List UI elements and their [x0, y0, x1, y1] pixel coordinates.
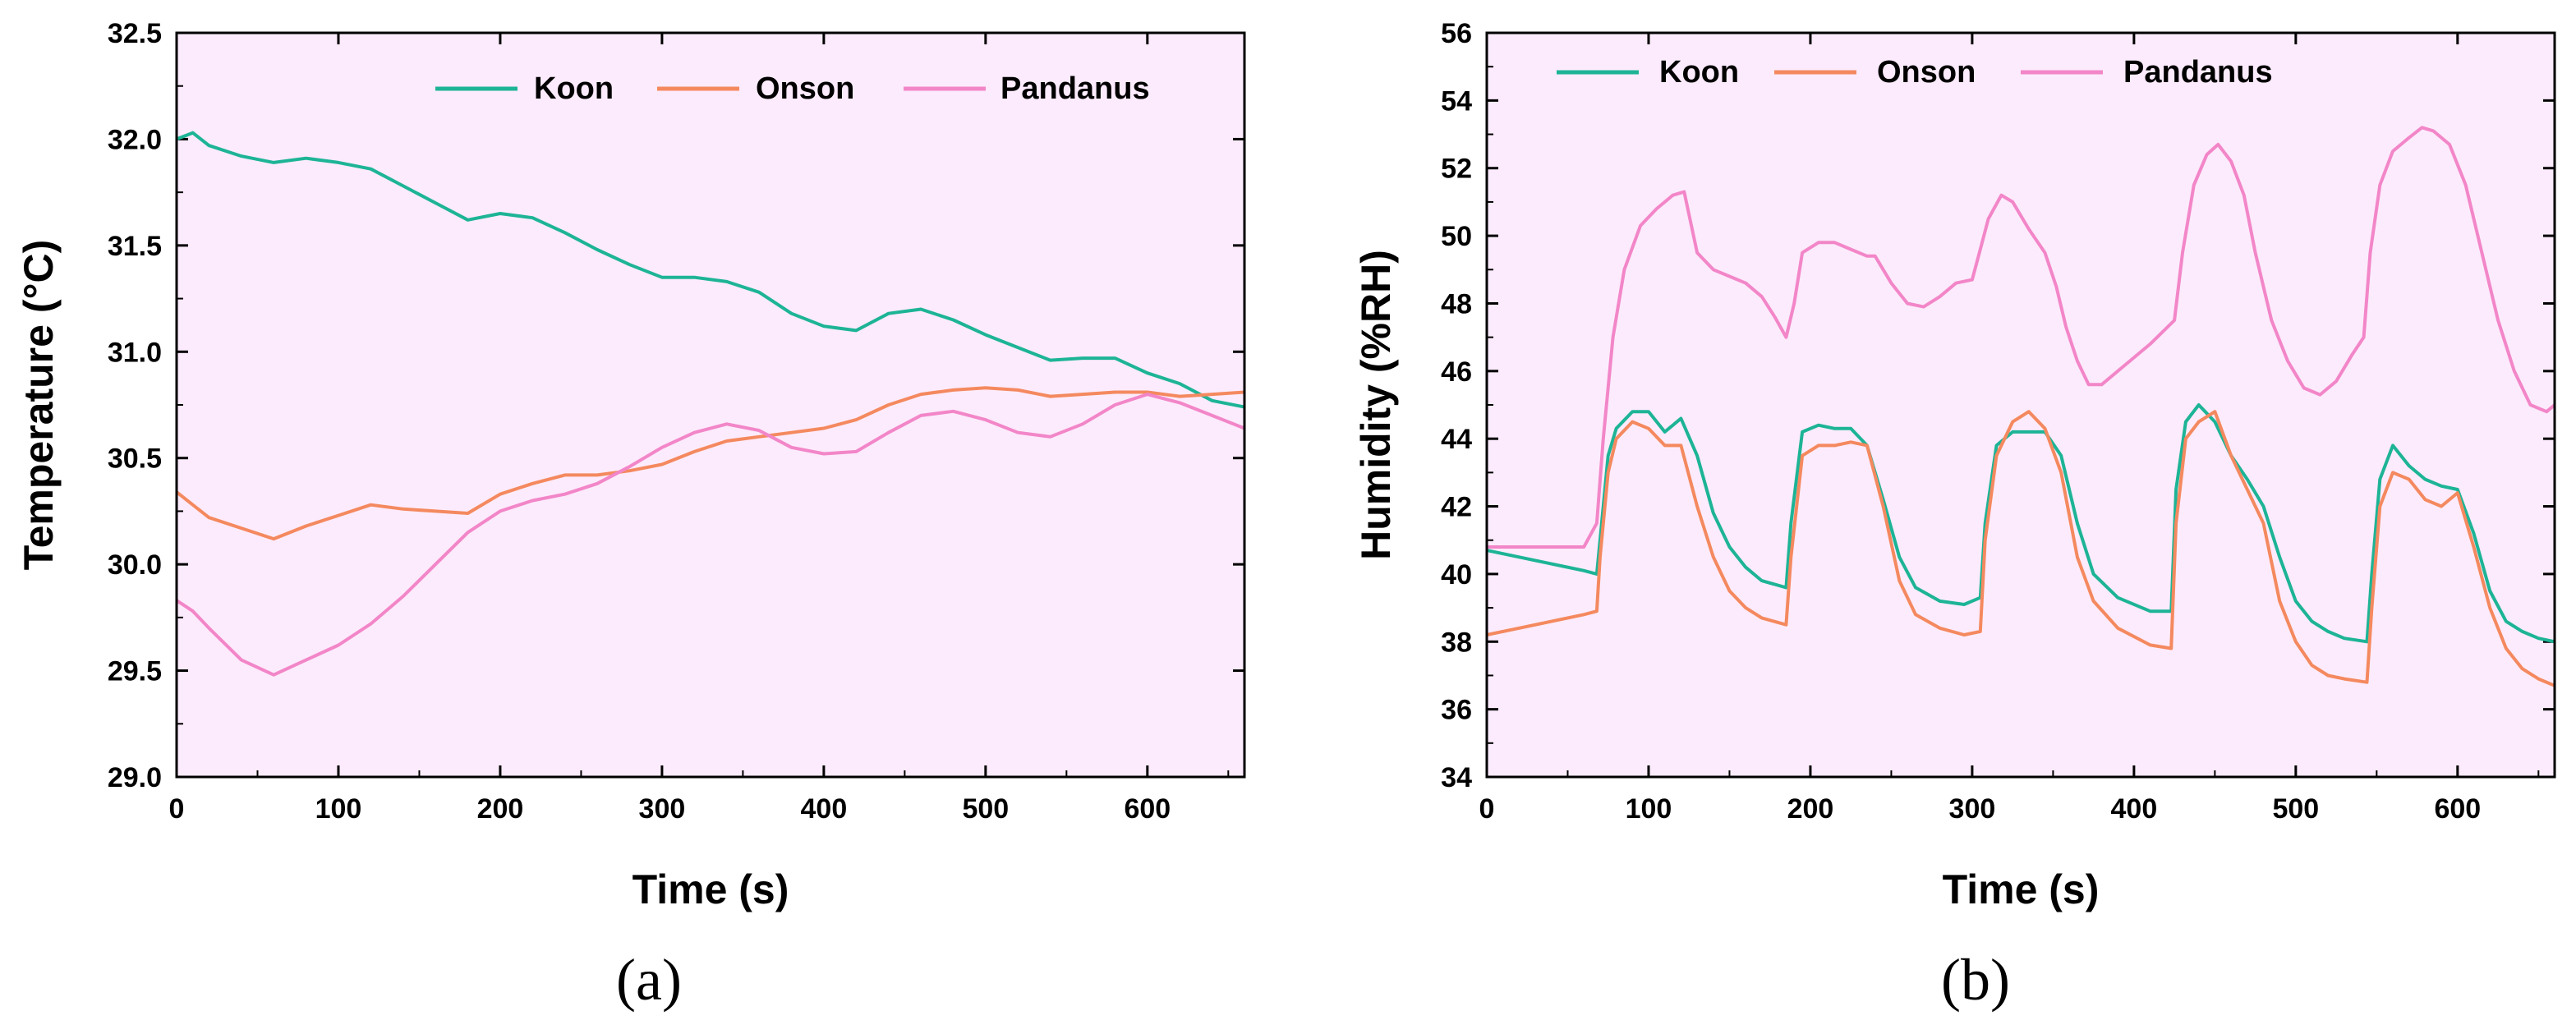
- x-tick-label: 300: [639, 793, 686, 825]
- y-tick-label: 40: [1441, 559, 1472, 591]
- y-tick-label: 30.0: [108, 549, 162, 581]
- x-tick-label: 0: [169, 793, 185, 825]
- legend-label-koon: Koon: [1659, 55, 1739, 90]
- y-tick-label: 31.0: [108, 337, 162, 368]
- ylabel-b: Humidity (%RH): [1353, 250, 1399, 560]
- x-tick-label: 400: [2111, 793, 2158, 825]
- x-tick-label: 200: [477, 793, 524, 825]
- y-tick-label: 38: [1441, 627, 1472, 658]
- x-tick-label: 200: [1787, 793, 1834, 825]
- series-line-onson: [175, 386, 1245, 541]
- legend-a: Koon Onson Pandanus: [435, 71, 1150, 106]
- x-tick-label: 500: [2272, 793, 2319, 825]
- series-line-koon: [176, 131, 1245, 409]
- x-tick-label: 400: [801, 793, 848, 825]
- x-tick-label: 600: [1124, 793, 1171, 825]
- y-tick-label: 36: [1441, 695, 1472, 726]
- x-tick-label: 100: [315, 793, 362, 825]
- y-tick-label: 30.5: [108, 443, 162, 475]
- y-tick-label: 29.5: [108, 656, 162, 687]
- ylabel-a: Temperature (°C): [16, 240, 62, 570]
- axes-a: 0 100 200 300 400 500 600 29.0 29.5 30.0 30.5 31.0 3…: [108, 18, 1244, 825]
- y-tick-label: 29.0: [108, 762, 162, 793]
- plot-area-b: [1487, 33, 2555, 777]
- caption-b: (b): [1941, 947, 2010, 1013]
- plot-frame-b: [1485, 31, 2556, 779]
- y-tick-label: 52: [1441, 154, 1472, 185]
- axes-b: 0 100 200 300 400 500 600 34 36 38 40 42 44 46 48 50 52 5…: [1441, 18, 2555, 825]
- xlabel-b: Time (s): [1943, 866, 2100, 912]
- y-tick-label: 32.0: [108, 124, 162, 155]
- y-tick-label: 54: [1441, 85, 1472, 117]
- legend-label-pandanus: Pandanus: [1000, 71, 1150, 106]
- legend-label-pandanus: Pandanus: [2123, 55, 2273, 90]
- y-tick-label: 31.5: [108, 231, 162, 262]
- y-tick-label: 34: [1441, 762, 1472, 793]
- series-group-b: [1486, 126, 2556, 687]
- series-line-pandanus: [1487, 126, 2556, 549]
- y-tick-label: 48: [1441, 288, 1472, 319]
- legend-label-koon: Koon: [534, 71, 614, 106]
- y-tick-label: 44: [1441, 424, 1472, 455]
- x-tick-label: 100: [1626, 793, 1672, 825]
- series-line-pandanus: [175, 393, 1245, 677]
- legend-label-onson: Onson: [756, 71, 854, 106]
- y-tick-label: 50: [1441, 221, 1472, 252]
- y-tick-label: 56: [1441, 18, 1472, 49]
- xlabel-a: Time (s): [632, 866, 789, 912]
- chart-panel-a: 0 100 200 300 400 500 600 29.0 29.5 30.0 30.5 31.0 3…: [16, 18, 1246, 1013]
- x-tick-label: 300: [1949, 793, 1996, 825]
- x-tick-label: 600: [2434, 793, 2481, 825]
- series-line-koon: [1486, 403, 2555, 644]
- y-tick-label: 46: [1441, 356, 1472, 388]
- legend-label-onson: Onson: [1877, 55, 1976, 90]
- legend-b: Koon Onson Pandanus: [1557, 55, 2273, 90]
- y-tick-label: 42: [1441, 492, 1472, 523]
- chart-panel-b: 0 100 200 300 400 500 600 34 36 38 40 42 44 46 48 50 52 5…: [1353, 18, 2556, 1013]
- x-tick-label: 500: [962, 793, 1009, 825]
- caption-a: (a): [616, 947, 682, 1013]
- x-tick-label: 0: [1479, 793, 1495, 825]
- y-tick-label: 32.5: [108, 18, 162, 49]
- plot-area-a: [177, 33, 1244, 777]
- plot-frame-a: [175, 31, 1246, 779]
- series-group-a: [175, 131, 1245, 677]
- series-line-onson: [1486, 410, 2555, 687]
